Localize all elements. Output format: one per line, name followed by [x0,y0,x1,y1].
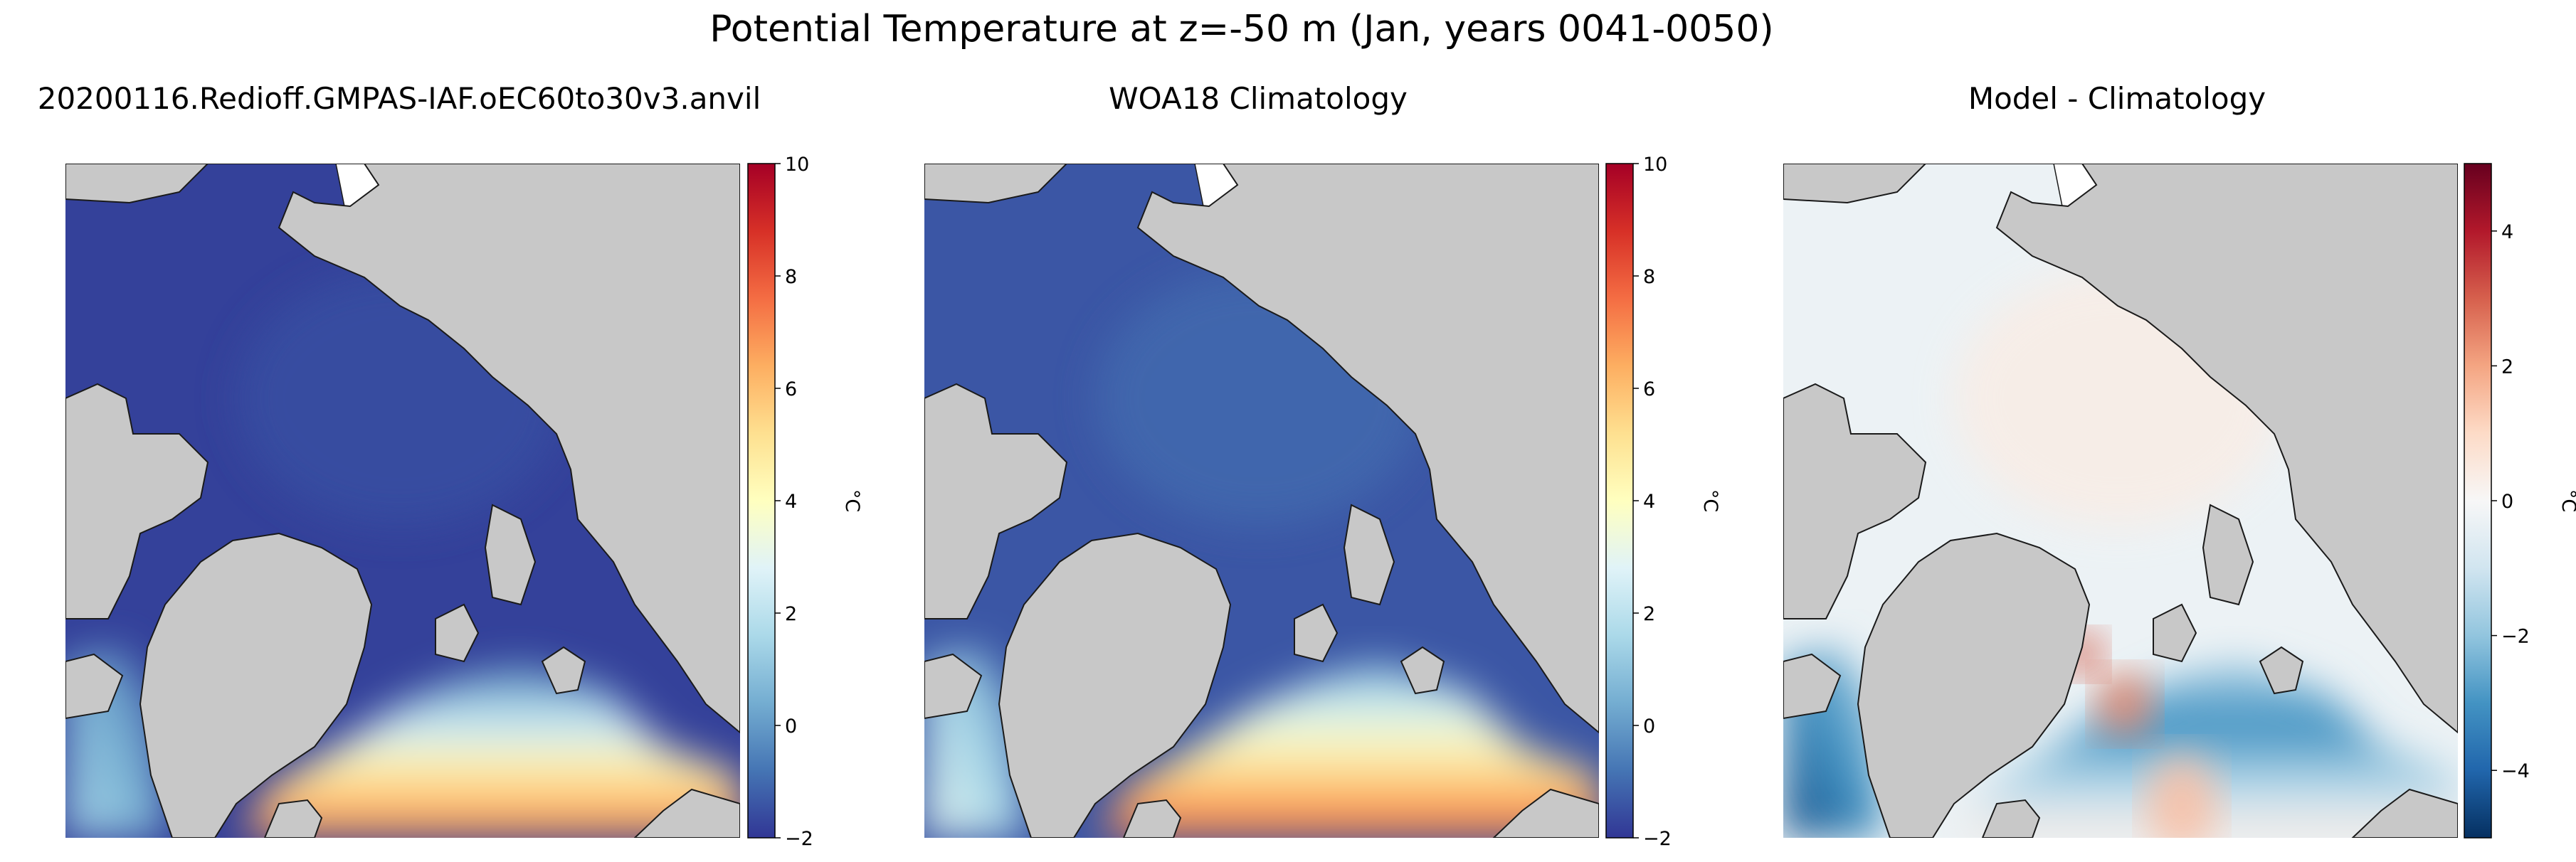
atlantic-inflow-field [243,661,740,838]
land-north-america-top [65,164,209,204]
colorbar-bar [747,163,776,839]
colorbar-3: −4 −2 0 2 4 °C [2464,163,2576,839]
land-barents-island [435,603,480,663]
land-north-america-top [1783,164,1927,204]
land-eurasia-shelf [2202,504,2254,606]
land-greenland [998,532,1232,838]
colorbar-tick-label: 8 [1643,266,1655,288]
land-canadian-archipelago [1783,383,1927,619]
land-upper-land [208,164,740,734]
land-barents-island [1294,603,1339,663]
warm-anomaly-2 [2096,672,2153,736]
colorbar-tick-label: 2 [2501,356,2513,378]
colorbar-unit-label: °C [2557,489,2576,512]
colorbar-1: −2 0 2 4 6 8 10 °C [747,154,863,850]
land-canadian-archipelago [65,383,209,619]
colorbar-tick-label: 4 [2501,221,2513,243]
panel-title-1: 20200116.Redioff.GMPAS-IAF.oEC60to30v3.a… [38,81,761,116]
map-panel-2 [924,164,1599,838]
land-canadian-archipelago [924,383,1068,619]
colorbar-unit-label: °C [1699,489,1721,512]
map-panel-3 [1783,164,2458,838]
panel-title-2: WOA18 Climatology [1109,81,1408,116]
land-scandinavia [2351,788,2458,838]
land-iceland [1122,799,1182,838]
land-eurasia-shelf [484,504,537,606]
land-eurasia-shelf [1343,504,1395,606]
colorbar-unit-label: °C [841,489,863,512]
colorbar-tick-label: 4 [785,491,797,513]
land-archipelago-isle2 [1783,653,1842,720]
colorbar-tick-label: −2 [1643,828,1672,850]
panel-title-3: Model - Climatology [1968,81,2266,116]
colorbar-tick-label: −4 [2501,760,2530,782]
land-svalbard [2259,646,2304,695]
colorbar-tick-label: 4 [1643,491,1655,513]
colorbar-tick-label: 10 [785,154,809,176]
colorbar-tick-label: 0 [2501,491,2513,513]
land-greenland [1857,532,2091,838]
colorbar-tick-label: 10 [1643,154,1667,176]
land-greenland [139,532,373,838]
colorbar-bar [1605,163,1634,839]
colorbar-tick-label: 0 [1643,715,1655,738]
land-iceland [263,799,323,838]
figure-title: Potential Temperature at z=-50 m (Jan, y… [709,8,1773,50]
land-svalbard [1400,646,1445,695]
map-panel-1 [65,164,740,838]
land-barents-island [2153,603,2197,663]
colorbar-tick-label: 6 [785,378,797,400]
atlantic-inflow-field [1102,661,1599,838]
land-svalbard [541,646,586,695]
land-archipelago-isle2 [65,653,124,720]
land-upper-land [1926,164,2458,734]
colorbar-tick-label: 2 [785,603,797,625]
land-iceland [1981,799,2041,838]
panels: 20200116.Redioff.GMPAS-IAF.oEC60to30v3.a… [38,81,2576,850]
land-scandinavia [633,788,740,838]
colorbar-tick-label: 2 [1643,603,1655,625]
colorbar-2: −2 0 2 4 6 8 10 °C [1605,154,1721,850]
land-upper-land [1067,164,1599,734]
colorbar-tick-label: 6 [1643,378,1655,400]
colorbar-tick-label: −2 [2501,626,2530,648]
colorbar-tick-label: −2 [785,828,813,850]
land-scandinavia [1492,788,1599,838]
colorbar-tick-label: 8 [785,266,797,288]
colorbar-bar [2464,163,2492,839]
warm-anomaly-1 [2146,754,2217,838]
atlantic-inflow-field [1961,661,2458,838]
land-north-america-top [924,164,1068,204]
colorbar-tick-label: 0 [785,715,797,738]
land-archipelago-isle2 [924,653,983,720]
